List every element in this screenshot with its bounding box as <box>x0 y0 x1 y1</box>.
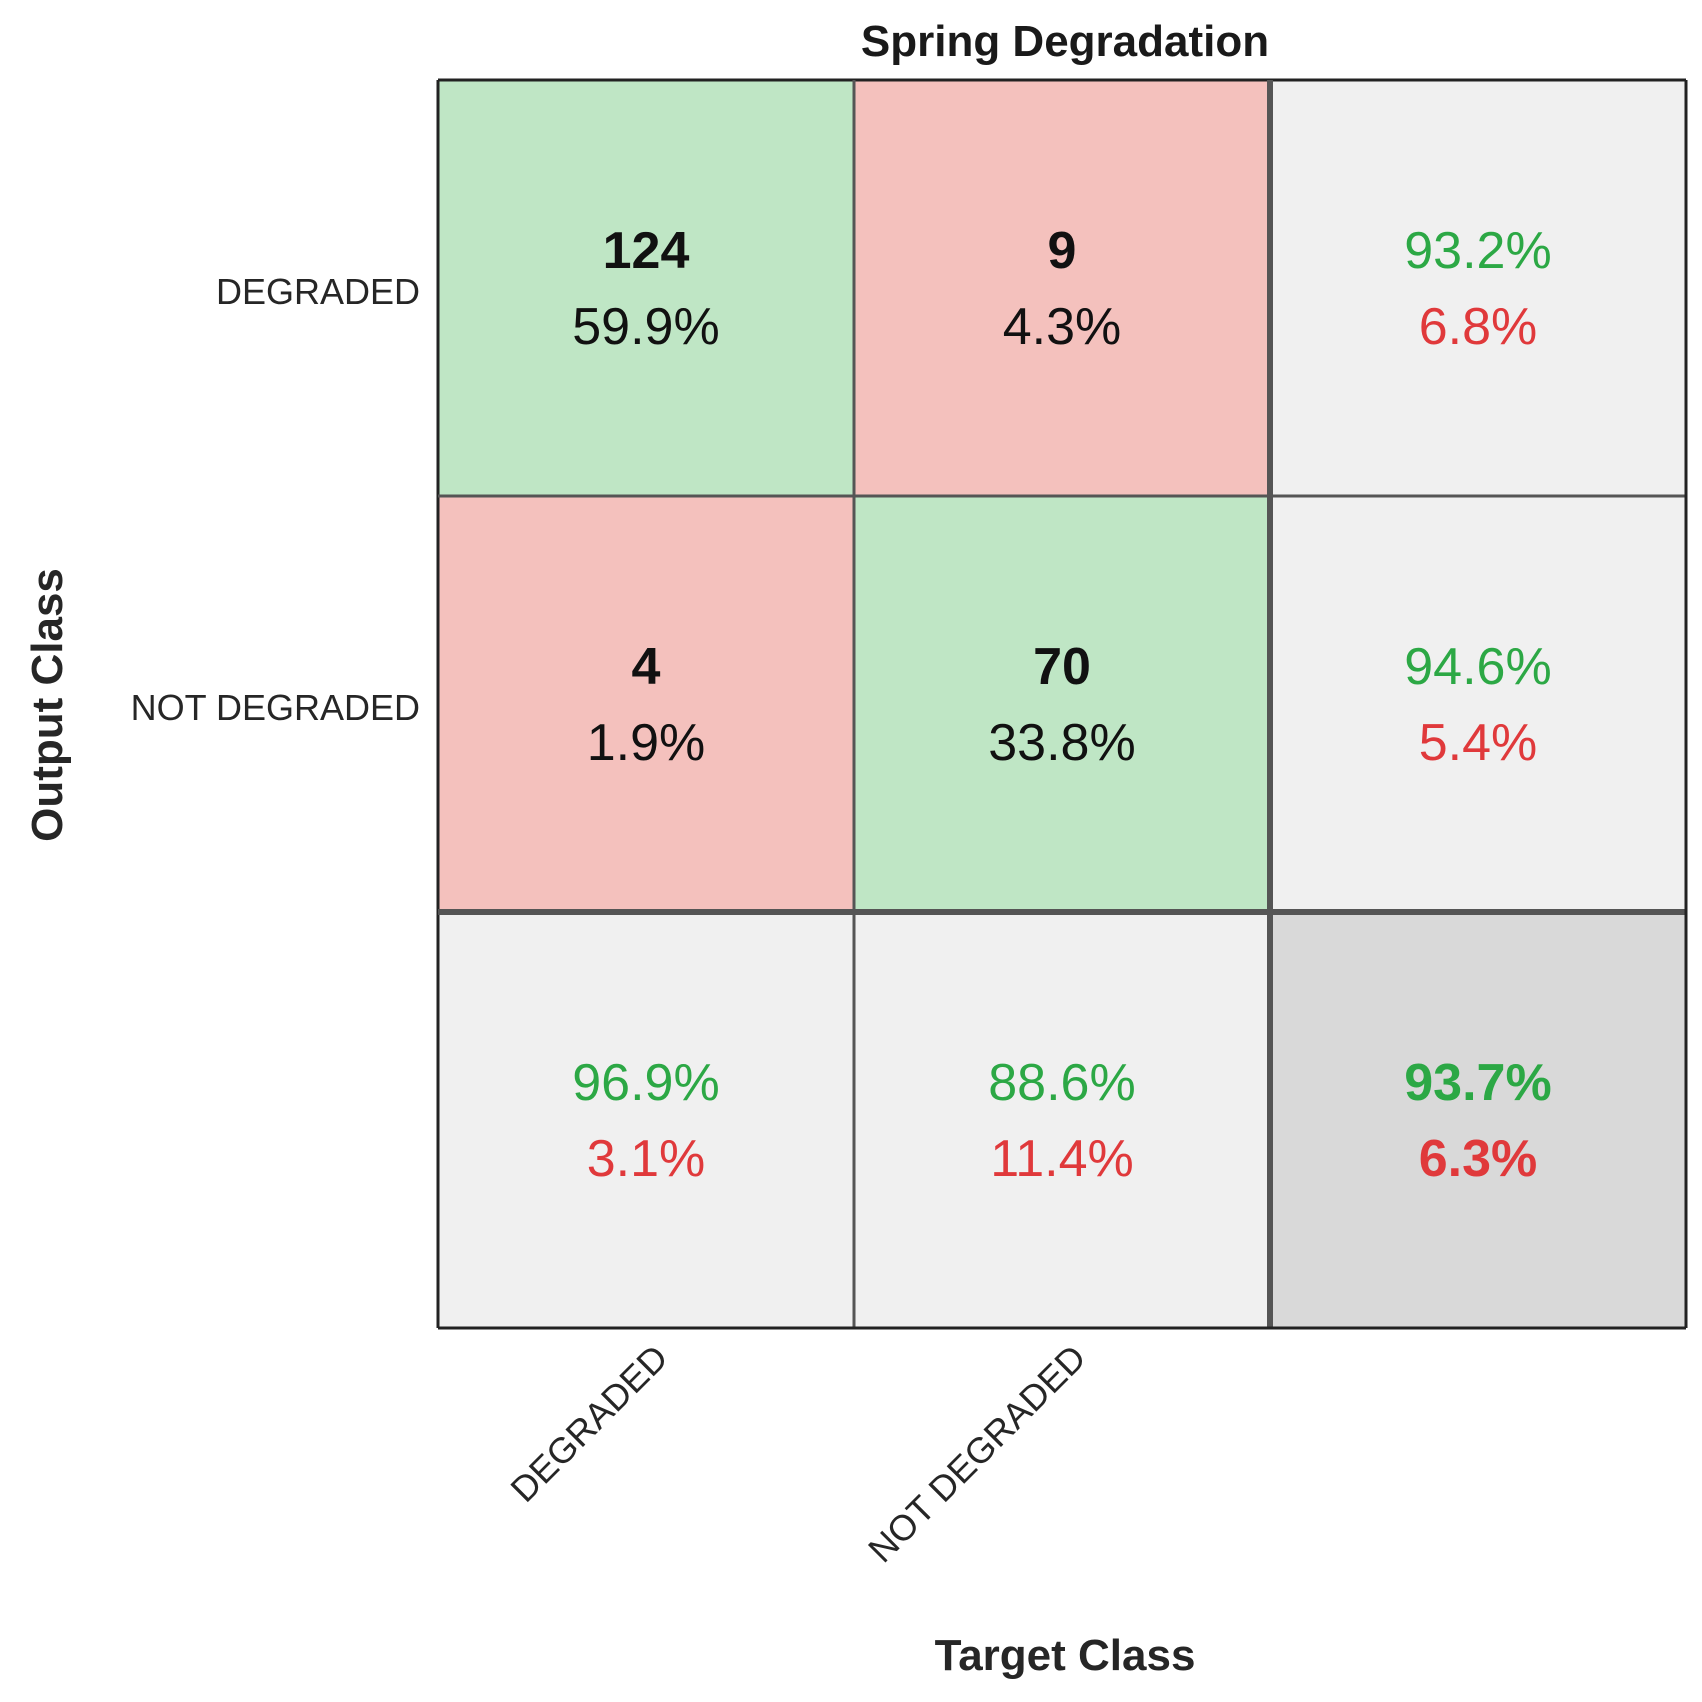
x-tick-label-degraded: DEGRADED <box>502 1337 675 1510</box>
overall-accuracy-incorrect: 6.3% <box>1419 1130 1538 1188</box>
matrix-cell-r0-c1 <box>854 80 1270 496</box>
row-summary-incorrect-not-degraded: 5.4% <box>1419 714 1538 772</box>
column-summary-incorrect-degraded: 3.1% <box>587 1130 706 1188</box>
overall-cell-r2-c2 <box>1270 912 1686 1328</box>
row-summary-correct-degraded: 93.2% <box>1404 222 1551 280</box>
column-summary-incorrect-not-degraded: 11.4% <box>990 1130 1134 1188</box>
cell-percent-not-degraded-not-degraded: 33.8% <box>988 714 1135 772</box>
row-summary-correct-not-degraded: 94.6% <box>1404 638 1551 696</box>
matrix-cell-r1-c0 <box>438 496 854 912</box>
y-axis-label: Output Class <box>23 568 72 842</box>
matrix-grid <box>436 78 1688 1330</box>
x-axis-label: Target Class <box>935 1631 1196 1680</box>
column-summary-correct-not-degraded: 88.6% <box>988 1054 1135 1112</box>
y-tick-label-degraded: DEGRADED <box>216 271 420 312</box>
summary-cell-r2-c0 <box>438 912 854 1328</box>
chart-title: Spring Degradation <box>861 17 1269 66</box>
summary-cell-r2-c1 <box>854 912 1270 1328</box>
cell-count-not-degraded-degraded: 4 <box>632 638 661 696</box>
cell-count-degraded-degraded: 124 <box>603 222 690 280</box>
row-summary-incorrect-degraded: 6.8% <box>1419 298 1538 356</box>
overall-accuracy-correct: 93.7% <box>1404 1054 1551 1112</box>
matrix-cells <box>438 80 1686 1328</box>
column-summary-correct-degraded: 96.9% <box>572 1054 719 1112</box>
cell-percent-degraded-degraded: 59.9% <box>572 298 719 356</box>
cell-percent-not-degraded-degraded: 1.9% <box>587 714 706 772</box>
y-tick-label-not-degraded: NOT DEGRADED <box>131 687 420 728</box>
x-tick-label-not-degraded: NOT DEGRADED <box>860 1337 1094 1571</box>
cell-percent-degraded-not-degraded: 4.3% <box>1003 298 1122 356</box>
cell-count-degraded-not-degraded: 9 <box>1048 222 1077 280</box>
summary-cell-r1-c2 <box>1270 496 1686 912</box>
matrix-cell-text: 124 59.9% 9 4.3% 93.2% 6.8% 4 1.9% 70 33.8% 94.6% 5… <box>572 222 1551 1188</box>
matrix-cell-r1-c1 <box>854 496 1270 912</box>
cell-count-not-degraded-not-degraded: 70 <box>1033 638 1091 696</box>
summary-cell-r0-c2 <box>1270 80 1686 496</box>
matrix-cell-r0-c0 <box>438 80 854 496</box>
